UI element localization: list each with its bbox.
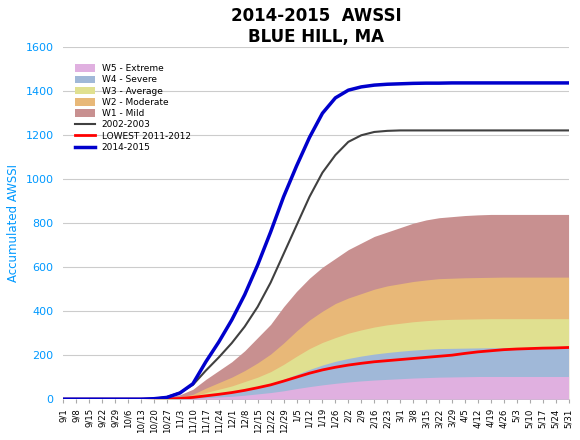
Y-axis label: Accumulated AWSSI: Accumulated AWSSI (7, 164, 20, 282)
Title: 2014-2015  AWSSI
BLUE HILL, MA: 2014-2015 AWSSI BLUE HILL, MA (231, 7, 401, 46)
Legend: W5 - Extreme, W4 - Severe, W3 - Average, W2 - Moderate, W1 - Mild, 2002-2003, LO: W5 - Extreme, W4 - Severe, W3 - Average,… (73, 62, 193, 154)
